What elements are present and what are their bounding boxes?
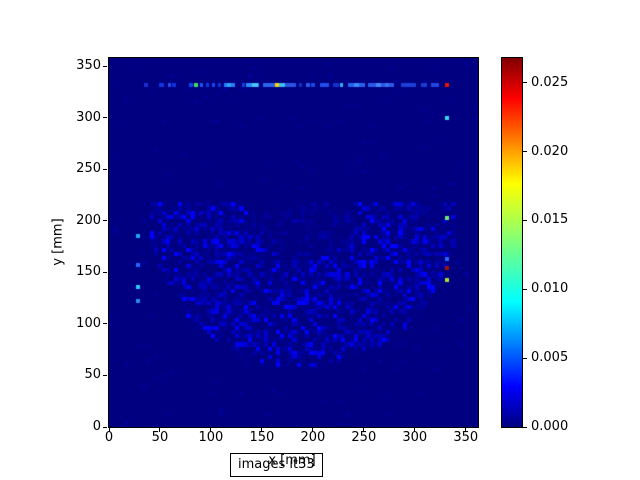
x-tick-mark <box>465 428 467 432</box>
x-axis-label: x [mm] <box>268 453 316 468</box>
y-tick-label: 150 <box>76 264 101 280</box>
annotation-label: images it33 <box>238 457 315 472</box>
heatmap-image <box>109 58 478 427</box>
colorbar-tick-mark <box>523 357 527 359</box>
y-tick-mark <box>103 117 107 119</box>
colorbar-tick-mark <box>523 219 527 221</box>
x-tick-mark <box>108 428 110 432</box>
x-tick-label: 0 <box>104 430 114 445</box>
y-tick-label: 100 <box>76 315 101 331</box>
y-tick-mark <box>103 374 107 376</box>
x-tick-label: 350 <box>453 430 479 445</box>
colorbar <box>501 57 523 428</box>
annotation-box: images it33 <box>230 453 323 477</box>
x-tick-mark <box>414 428 416 432</box>
x-tick-label: 250 <box>351 430 377 445</box>
colorbar-tick-label: 0.005 <box>531 350 569 366</box>
x-tick-label: 50 <box>151 430 169 445</box>
y-tick-label: 200 <box>76 212 101 228</box>
y-tick-mark <box>103 271 107 273</box>
x-tick-mark <box>159 428 161 432</box>
y-tick-label: 0 <box>92 419 101 434</box>
y-tick-mark <box>103 168 107 170</box>
y-tick-mark <box>103 220 107 222</box>
x-tick-label: 150 <box>249 430 275 445</box>
y-tick-label: 300 <box>76 109 101 125</box>
y-tick-mark <box>103 323 107 325</box>
colorbar-tick-mark <box>523 151 527 153</box>
x-tick-mark <box>261 428 263 432</box>
colorbar-tick-mark <box>523 426 527 428</box>
y-tick-label: 250 <box>76 161 101 177</box>
heatmap-plot-area: images it33 <box>108 57 479 477</box>
x-tick-mark <box>312 428 314 432</box>
x-tick-label: 100 <box>198 430 224 445</box>
colorbar-tick-label: 0.025 <box>531 74 569 90</box>
colorbar-tick-mark <box>523 82 527 84</box>
x-tick-mark <box>210 428 212 432</box>
y-tick-label: 350 <box>76 58 101 74</box>
colorbar-tick-label: 0.010 <box>531 281 569 297</box>
colorbar-tick-mark <box>523 288 527 290</box>
colorbar-tick-label: 0.000 <box>531 419 569 434</box>
y-tick-mark <box>103 65 107 67</box>
x-tick-mark <box>363 428 365 432</box>
colorbar-tick-label: 0.020 <box>531 143 569 159</box>
y-tick-mark <box>103 426 107 428</box>
x-tick-label: 200 <box>300 430 326 445</box>
y-tick-label: 50 <box>84 367 101 383</box>
y-axis-label: y [mm] <box>50 218 66 266</box>
x-tick-label: 300 <box>402 430 428 445</box>
colorbar-tick-label: 0.015 <box>531 212 569 228</box>
